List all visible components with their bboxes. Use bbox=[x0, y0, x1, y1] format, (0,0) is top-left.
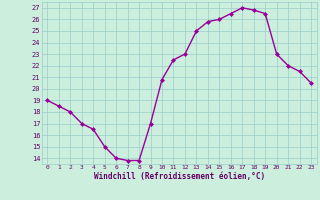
X-axis label: Windchill (Refroidissement éolien,°C): Windchill (Refroidissement éolien,°C) bbox=[94, 172, 265, 181]
